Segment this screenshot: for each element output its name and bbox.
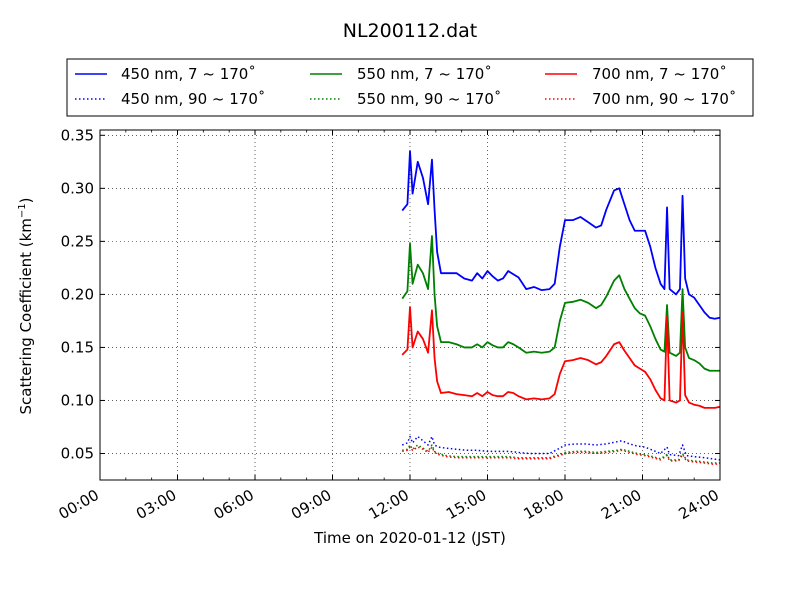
y-tick-label: 0.15 (61, 338, 94, 356)
y-tick-label: 0.05 (61, 444, 94, 462)
legend-label: 700 nm, 7 ~ 170˚ (592, 65, 727, 83)
ticks: 00:00 03:00 06:00 09:00 12:00 15:00 18:00 21:00… (56, 126, 722, 523)
legend-entry: 550 nm, 7 ~ 170˚ (310, 65, 492, 83)
legend-entry: 450 nm, 7 ~ 170˚ (75, 65, 256, 83)
y-tick-label: 0.10 (61, 391, 94, 409)
series-line (401, 235, 720, 372)
y-tick-label: 0.30 (61, 179, 94, 197)
x-axis-label: Time on 2020-01-12 (JST) (313, 529, 506, 547)
legend-entry: 550 nm, 90 ~ 170˚ (310, 90, 501, 108)
x-tick-label: 12:00 (366, 486, 412, 523)
grid (99, 130, 721, 480)
series-line (402, 444, 720, 464)
y-axis-label-main: Scattering Coefficient (km (17, 218, 35, 414)
y-axis-label-close: ) (17, 197, 35, 203)
legend-entry: 700 nm, 90 ~ 170˚ (545, 90, 736, 108)
series-line (401, 150, 720, 320)
legend-entry: 450 nm, 90 ~ 170˚ (75, 90, 265, 108)
series-line (401, 306, 720, 409)
legend: 450 nm, 7 ~ 170˚ 550 nm, 7 ~ 170˚ 700 nm… (66, 58, 754, 117)
legend-label: 700 nm, 90 ~ 170˚ (592, 90, 736, 108)
y-axis-label-superscript: −1 (17, 203, 28, 218)
x-tick-label: 00:00 (56, 486, 102, 523)
x-tick-label: 15:00 (443, 486, 489, 523)
x-tick-label: 09:00 (288, 486, 334, 523)
legend-label: 450 nm, 90 ~ 170˚ (121, 90, 265, 108)
legend-frame (66, 58, 754, 117)
x-tick-label: 06:00 (211, 486, 257, 523)
y-tick-label: 0.25 (61, 232, 94, 250)
y-tick-label: 0.20 (61, 285, 94, 303)
legend-label: 550 nm, 7 ~ 170˚ (357, 65, 492, 83)
x-tick-label: 18:00 (521, 486, 567, 523)
legend-label: 550 nm, 90 ~ 170˚ (357, 90, 501, 108)
x-tick-label: 03:00 (133, 486, 179, 523)
x-tick-label: 24:00 (676, 486, 722, 523)
y-tick-label: 0.35 (61, 126, 94, 144)
legend-entry: 700 nm, 7 ~ 170˚ (545, 65, 727, 83)
y-axis-label: Scattering Coefficient (km−1) (17, 197, 35, 414)
series-group (401, 150, 720, 465)
chart-title: NL200112.dat (343, 20, 478, 42)
x-tick-label: 21:00 (598, 486, 644, 523)
legend-label: 450 nm, 7 ~ 170˚ (121, 65, 256, 83)
